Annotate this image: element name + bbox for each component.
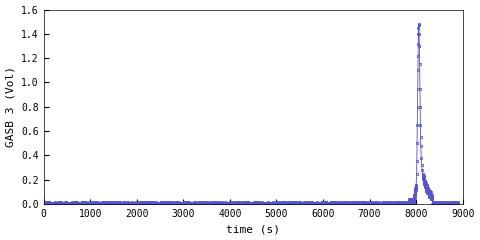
X-axis label: time (s): time (s) <box>226 224 280 234</box>
Y-axis label: GASB 3 (Vol): GASB 3 (Vol) <box>6 66 15 147</box>
